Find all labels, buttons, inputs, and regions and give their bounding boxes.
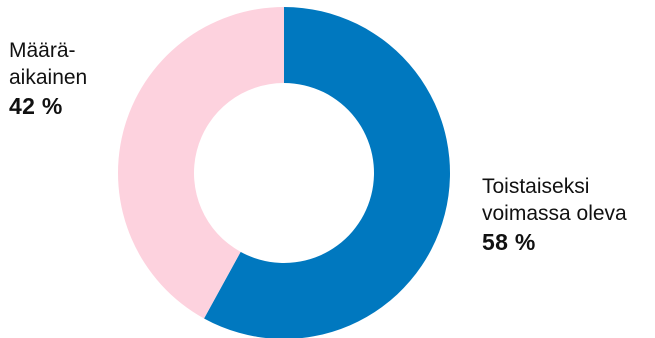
slice-value-permanent: 58 % [482, 229, 536, 255]
slice-label-permanent: Toistaiseksi voimassa oleva 58 % [482, 173, 627, 256]
slice-name-fixed-term: Määrä- aikainen [9, 39, 88, 89]
donut-slices [117, 7, 450, 338]
slice-label-fixed-term: Määrä- aikainen 42 % [9, 37, 87, 120]
slice-name-permanent: Toistaiseksi voimassa oleva [482, 175, 627, 225]
donut-slice-permanent [204, 7, 450, 338]
donut-slice-fixed-term [117, 7, 284, 319]
slice-value-fixed-term: 42 % [9, 93, 63, 119]
